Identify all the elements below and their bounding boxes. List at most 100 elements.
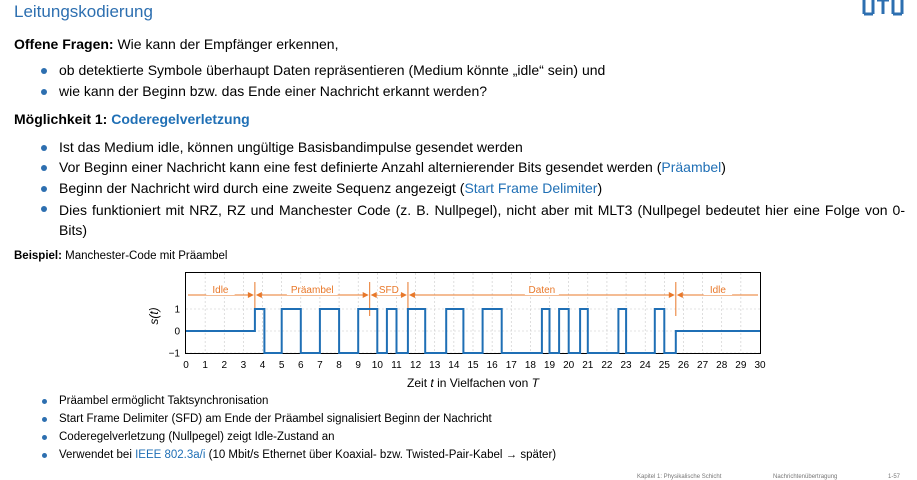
list-item: wie kann der Beginn bzw. das Ende einer …: [41, 83, 605, 104]
list-item-text: Präambel ermöglicht Taktsynchronisation: [59, 395, 269, 407]
footer-page-number: 1-57: [888, 474, 901, 480]
segment-label-bg: [377, 284, 401, 295]
manchester-chart: Idle Präambel SFD Daten Idle 0 1 2 3 4 5 6 7 8 9 10 11 1…: [147, 272, 766, 388]
x-tick-label: 11: [391, 360, 402, 371]
arrowhead-icon: [370, 292, 377, 298]
x-tick-label: 5: [279, 360, 285, 371]
bullet-icon: [41, 186, 47, 192]
list-item: Vor Beginn einer Nachricht kann eine fes…: [41, 159, 905, 180]
x-tick-label: 8: [336, 360, 342, 371]
y-tick-label: 1: [174, 305, 180, 316]
segment-label: Präambel: [291, 285, 334, 296]
sfd-link[interactable]: Start Frame Delimiter: [464, 180, 598, 196]
possibility-list: Ist das Medium idle, können ungültige Ba…: [41, 139, 905, 240]
x-tick-label: 7: [317, 360, 323, 371]
x-tick-label: 12: [410, 360, 422, 371]
list-item-text: Vor Beginn einer Nachricht kann eine fes…: [59, 159, 662, 175]
arrowhead-icon: [676, 292, 683, 298]
notes-list: Präambel ermöglicht Taktsynchronisation …: [42, 395, 556, 467]
open-questions-list: ob detektierte Symbole überhaupt Daten r…: [41, 62, 606, 104]
x-tick-label: 20: [563, 360, 575, 371]
x-tick-label: 15: [467, 360, 479, 371]
x-tick-label: 24: [640, 360, 652, 371]
bullet-icon: [42, 435, 47, 440]
x-tick-label: 9: [355, 360, 361, 371]
list-item-text: wie kann der Beginn bzw. das Ende einer …: [59, 83, 488, 99]
arrowhead-icon: [247, 292, 254, 298]
list-item-text: ob detektierte Symbole überhaupt Daten r…: [59, 62, 606, 78]
x-tick-label: 1: [202, 360, 208, 371]
x-tick-label: 30: [754, 360, 766, 371]
segment-label-bg: [524, 284, 559, 295]
x-tick-label: 3: [241, 360, 247, 371]
segment-annotations: Idle Präambel SFD Daten Idle: [188, 282, 758, 316]
segment-label: Idle: [710, 285, 727, 296]
ieee-link[interactable]: IEEE 802.3a/i: [135, 449, 206, 461]
x-tick-label: 19: [544, 360, 556, 371]
segment-label: Idle: [212, 285, 229, 296]
example-line: Beispiel: Manchester-Code mit Präambel: [14, 250, 227, 262]
axis-ticks: 0 1 2 3 4 5 6 7 8 9 10 11 12 13 14 15 16 17 18 19 20 21 22 23 24…: [169, 305, 766, 372]
open-questions-label: Offene Fragen:: [14, 36, 114, 52]
list-item-text: ): [721, 159, 726, 175]
x-tick-label: 13: [429, 360, 441, 371]
list-item: Präambel ermöglicht Taktsynchronisation: [42, 395, 556, 413]
arrowhead-icon: [408, 292, 415, 298]
list-item-text: Beginn der Nachricht wird durch eine zwe…: [59, 180, 465, 196]
x-tick-label: 25: [659, 360, 671, 371]
x-tick-label: 0: [183, 360, 189, 371]
possibility-title: Coderegelverletzung: [111, 111, 250, 127]
possibility-heading: Möglichkeit 1: Coderegelverletzung: [14, 111, 250, 127]
y-tick-label: −1: [169, 349, 181, 360]
segment-label-bg: [206, 284, 235, 295]
arrowhead-icon: [400, 292, 407, 298]
slide-title: Leitungskodierung: [14, 2, 153, 21]
university-logo-icon: [862, 0, 904, 16]
bullet-icon: [41, 89, 47, 95]
bullet-icon: [41, 68, 47, 74]
bullet-icon: [42, 399, 47, 404]
bullet-icon: [41, 165, 47, 171]
x-tick-label: 2: [221, 360, 227, 371]
bullet-icon: [42, 453, 47, 458]
open-questions-line: Offene Fragen: Wie kann der Empfänger er…: [14, 36, 338, 52]
list-item: Beginn der Nachricht wird durch eine zwe…: [41, 180, 905, 200]
y-axis-label: s(t): [147, 307, 161, 324]
segment-label: Daten: [529, 285, 556, 296]
footer-chapter: Kapitel 1: Physikalische Schicht: [637, 474, 722, 480]
signal-line: [186, 308, 760, 354]
x-tick-label: 21: [582, 360, 594, 371]
x-tick-label: 17: [506, 360, 518, 371]
segment-label: SFD: [379, 285, 399, 296]
x-tick-label: 26: [678, 360, 690, 371]
list-item-text: Dies funktioniert mit NRZ, RZ und Manche…: [59, 202, 905, 238]
footer-section: Nachrichtenübertragung: [773, 474, 838, 480]
arrowhead-icon: [255, 292, 262, 298]
bullet-icon: [41, 206, 47, 212]
segment-label-bg: [703, 284, 733, 295]
list-item-text: ): [597, 180, 603, 196]
arrowhead-icon: [668, 292, 675, 298]
arrowhead-icon: [362, 292, 369, 298]
x-tick-label: 23: [621, 360, 633, 371]
list-item: Coderegelverletzung (Nullpegel) zeigt Id…: [42, 431, 556, 449]
segment-label-bg: [286, 284, 338, 295]
signal-layer: [186, 308, 760, 354]
list-item: Dies funktioniert mit NRZ, RZ und Manche…: [41, 200, 905, 240]
example-text: Manchester-Code mit Präambel: [61, 250, 228, 262]
list-item-text: Verwendet bei: [59, 449, 136, 461]
possibility-label: Möglichkeit 1:: [14, 111, 112, 127]
x-tick-label: 27: [697, 360, 709, 371]
preamble-link[interactable]: Präambel: [661, 159, 722, 175]
list-item: Start Frame Delimiter (SFD) am Ende der …: [42, 413, 556, 431]
x-tick-label: 14: [448, 360, 460, 371]
example-label: Beispiel:: [14, 250, 62, 262]
x-tick-label: 29: [735, 360, 747, 371]
x-tick-label: 6: [298, 360, 304, 371]
x-tick-label: 4: [260, 360, 266, 371]
open-questions-text: Wie kann der Empfänger erkennen,: [113, 36, 339, 52]
x-axis-label: Zeit t in Vielfachen von T: [407, 376, 541, 388]
y-tick-label: 0: [174, 327, 180, 338]
list-item: Verwendet bei IEEE 802.3a/i (10 Mbit/s E…: [42, 449, 556, 467]
x-tick-label: 28: [716, 360, 728, 371]
